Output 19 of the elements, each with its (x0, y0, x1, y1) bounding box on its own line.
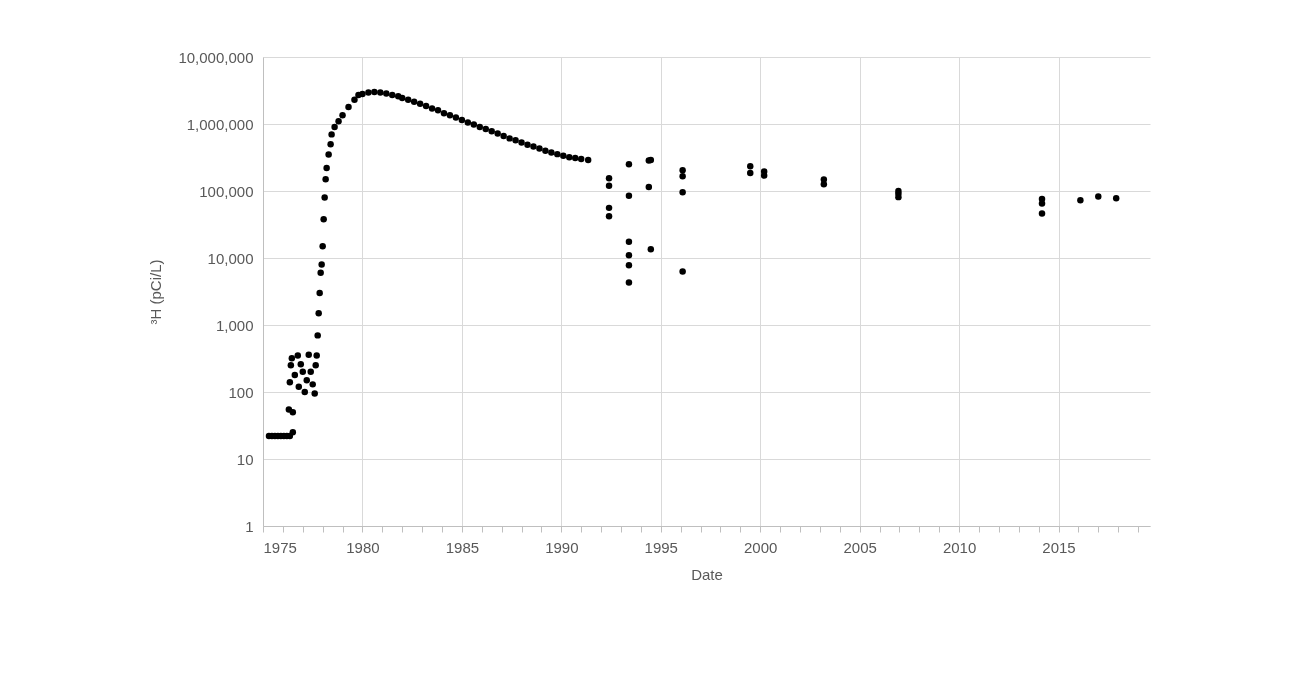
x-tick-label: 1990 (545, 538, 579, 556)
y-tick-label: 100 (228, 383, 254, 401)
x-tick-label: 2000 (744, 538, 778, 556)
y-tick-label: 1,000 (215, 316, 254, 334)
y-axis-title: ³H (pCi/L) (147, 259, 165, 325)
y-tick-label: 100,000 (199, 182, 254, 200)
y-tick-label: 1 (245, 517, 254, 535)
x-tick-label: 2015 (1042, 538, 1076, 556)
y-tick-label: 10,000,000 (178, 48, 254, 66)
x-tick-label: 1975 (263, 538, 297, 556)
x-tick-label: 2005 (843, 538, 877, 556)
x-tick-label: 1980 (346, 538, 380, 556)
x-tick-label: 2010 (942, 538, 977, 556)
x-tick-label: 1995 (644, 538, 678, 556)
y-tick-label: 1,000,000 (186, 115, 254, 133)
x-tick-label: 1985 (445, 538, 480, 556)
y-tick-label: 10 (236, 450, 254, 468)
y-tick-label: 10,000 (207, 249, 254, 267)
x-axis-title: Date (691, 565, 723, 583)
